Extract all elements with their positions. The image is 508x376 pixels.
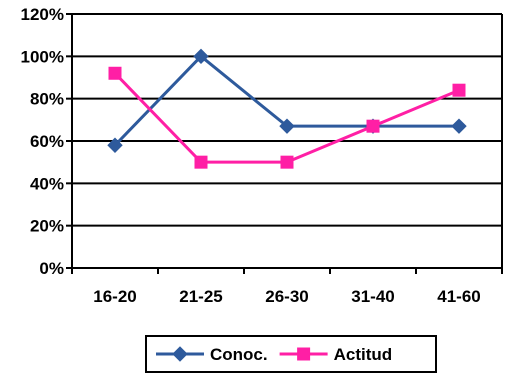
legend-label-actitud: Actitud [334, 345, 393, 364]
y-tick-label: 80% [30, 90, 64, 109]
legend-marker-conoc [172, 346, 188, 362]
legend-label-conoc: Conoc. [210, 345, 268, 364]
gridlines [66, 13, 503, 274]
x-tick-label: 16-20 [93, 287, 136, 306]
conoc-point [193, 48, 209, 65]
conoc-point [451, 118, 467, 134]
actitud-point [108, 66, 122, 80]
actitud-point [280, 155, 294, 169]
actitud-point [452, 83, 466, 97]
actitud-point [194, 155, 208, 169]
y-axis-tick-labels: 0% 20% 40% 60% 80% 100% 120% [21, 5, 64, 278]
conoc-point [107, 137, 123, 153]
actitud-point [366, 119, 380, 133]
x-tick-label: 31-40 [351, 287, 394, 306]
series-conoc [107, 48, 467, 153]
x-tick-label: 41-60 [437, 287, 480, 306]
legend: Conoc. Actitud [145, 335, 437, 373]
series-lines [107, 48, 467, 169]
x-tick-label: 26-30 [265, 287, 308, 306]
x-axis-tick-labels: 16-20 21-25 26-30 31-40 41-60 [93, 287, 480, 306]
y-tick-label: 120% [21, 5, 64, 24]
y-tick-label: 0% [39, 259, 64, 278]
y-tick-label: 20% [30, 217, 64, 236]
y-tick-label: 100% [21, 47, 64, 66]
legend-marker-actitud [297, 347, 311, 361]
conoc-point [279, 118, 295, 134]
series-actitud [108, 66, 466, 169]
y-tick-label: 60% [30, 132, 64, 151]
y-tick-label: 40% [30, 174, 64, 193]
x-tick-label: 21-25 [179, 287, 222, 306]
actitud-line [113, 72, 460, 164]
